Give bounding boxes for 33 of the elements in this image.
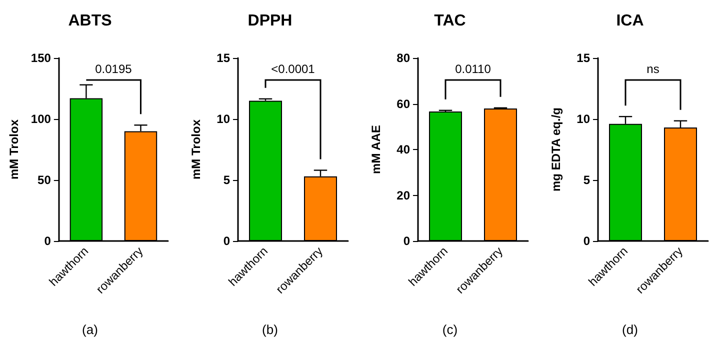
text: (a) <box>82 322 98 337</box>
text: (d) <box>622 322 638 337</box>
y-tick-label: 0 <box>403 234 410 248</box>
y-axis-title: mM Trolox <box>189 119 203 180</box>
y-tick-label: 0 <box>44 234 52 248</box>
chart-title: ABTS <box>68 12 112 30</box>
y-tick-label: 5 <box>223 173 230 187</box>
y-tick-label: 10 <box>216 112 230 126</box>
y-tick-label: 15 <box>576 51 590 65</box>
y-tick-label: 15 <box>216 51 230 65</box>
annotation: ns <box>646 62 660 76</box>
y-tick-label: 20 <box>396 188 410 202</box>
y-axis-title: mg EDTA eq./g <box>549 108 563 192</box>
y-tick-label: 60 <box>396 96 410 111</box>
chart-title: DPPH <box>248 12 292 30</box>
text: (b) <box>262 322 278 337</box>
y-tick-label: 100 <box>30 112 52 126</box>
y-axis-title: mM Trolox <box>7 119 21 180</box>
text: (c) <box>442 322 458 337</box>
y-tick-label: 0 <box>583 234 590 248</box>
y-axis-title: mM AAE <box>369 125 383 174</box>
chart-title: TAC <box>434 12 466 30</box>
annotation: <0.0001 <box>271 62 316 76</box>
y-tick-label: 40 <box>396 142 410 156</box>
annotation: 0.0110 <box>455 62 492 76</box>
y-tick-label: 0 <box>223 234 230 248</box>
y-tick-label: 10 <box>576 112 590 126</box>
y-tick-label: 50 <box>38 173 52 187</box>
y-tick-label: 80 <box>396 51 410 65</box>
y-tick-label: 5 <box>583 173 590 187</box>
y-tick-label: 150 <box>30 51 52 65</box>
chart-title: ICA <box>616 12 644 30</box>
annotation: 0.0195 <box>95 62 132 76</box>
